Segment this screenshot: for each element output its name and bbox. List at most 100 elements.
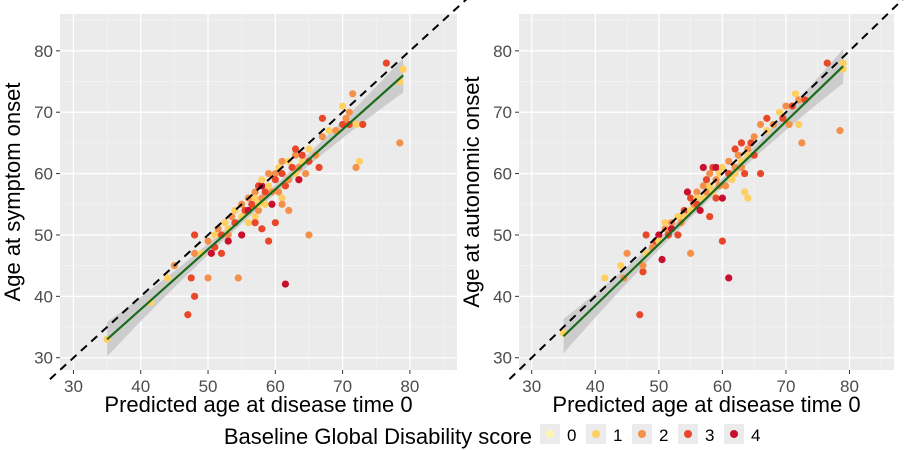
data-point <box>725 274 733 282</box>
data-point <box>207 249 215 257</box>
y-tick-label: 30 <box>493 349 512 368</box>
legend-key-marker <box>546 430 554 438</box>
data-point <box>741 188 749 196</box>
y-tick-label: 50 <box>34 226 53 245</box>
data-point <box>639 262 647 270</box>
data-point <box>352 163 360 172</box>
data-point <box>281 280 290 288</box>
x-tick-label: 70 <box>776 377 795 396</box>
x-tick-label: 50 <box>649 377 668 396</box>
data-point <box>190 231 199 239</box>
data-point <box>699 163 707 172</box>
data-point <box>271 169 279 178</box>
data-point <box>291 145 300 153</box>
data-point <box>190 292 199 300</box>
data-point <box>756 120 765 129</box>
data-point <box>204 274 212 282</box>
data-point <box>258 225 266 233</box>
x-axis-title: Predicted age at disease time 0 <box>104 392 412 417</box>
data-point <box>184 311 192 319</box>
data-point <box>285 206 293 215</box>
x-tick-label: 50 <box>199 377 218 396</box>
data-point <box>295 176 303 184</box>
data-point <box>355 157 364 165</box>
data-point <box>639 268 647 276</box>
data-point <box>399 65 407 73</box>
x-tick-label: 40 <box>586 377 605 396</box>
data-point <box>795 120 803 129</box>
data-point <box>636 311 644 319</box>
x-tick-label: 80 <box>840 377 859 396</box>
data-point <box>791 90 800 98</box>
data-point <box>728 176 736 184</box>
data-point <box>782 102 790 110</box>
data-point <box>696 206 704 215</box>
y-tick-label: 30 <box>34 349 53 368</box>
data-point <box>352 120 360 129</box>
data-point <box>248 200 256 208</box>
y-tick-label: 60 <box>34 165 53 184</box>
data-point <box>785 120 793 129</box>
y-tick-label: 40 <box>34 287 53 306</box>
legend-label: 1 <box>613 426 622 445</box>
y-axis-title: Age at autonomic onset <box>459 76 484 307</box>
data-point <box>349 90 357 98</box>
data-point <box>298 151 306 159</box>
data-point <box>251 219 259 227</box>
data-point <box>718 237 726 245</box>
data-point <box>658 255 666 264</box>
data-point <box>674 231 682 239</box>
data-point <box>734 151 742 159</box>
data-point <box>302 169 310 178</box>
y-tick-label: 80 <box>493 42 512 61</box>
data-point <box>741 169 749 178</box>
data-point <box>305 145 313 153</box>
legend-label: 3 <box>705 426 714 445</box>
data-point <box>836 127 844 135</box>
legend-key-marker <box>638 430 646 438</box>
legend: Baseline Global Disability score 0 1 2 3 4 <box>224 424 760 449</box>
data-point <box>721 182 730 190</box>
data-point <box>617 262 625 270</box>
x-tick-label: 30 <box>522 377 541 396</box>
data-point <box>687 194 695 202</box>
y-tick-label: 40 <box>493 287 512 306</box>
data-point <box>312 151 320 159</box>
data-point <box>731 145 739 153</box>
x-tick-label: 60 <box>266 377 285 396</box>
x-tick-label: 70 <box>333 377 352 396</box>
data-point <box>261 200 269 208</box>
data-point <box>702 176 711 184</box>
data-point <box>190 249 199 257</box>
data-point <box>712 163 720 172</box>
legend-label: 2 <box>659 426 668 445</box>
data-point <box>339 102 347 110</box>
data-point <box>278 169 286 178</box>
data-point <box>623 249 631 257</box>
data-point <box>642 231 650 239</box>
data-point <box>264 169 273 178</box>
data-point <box>271 219 279 227</box>
data-point <box>271 176 279 184</box>
legend-key-marker <box>730 430 738 438</box>
data-point <box>221 219 229 227</box>
data-point <box>706 169 714 178</box>
data-point <box>211 231 219 239</box>
data-point <box>359 120 367 129</box>
x-axis-title: Predicted age at disease time 0 <box>552 392 860 417</box>
data-point <box>251 212 259 221</box>
data-point <box>268 200 276 208</box>
y-tick-label: 70 <box>34 103 53 122</box>
data-point <box>737 139 746 147</box>
data-point <box>725 157 733 165</box>
data-point <box>238 231 246 239</box>
data-point <box>234 274 242 282</box>
data-point <box>305 231 313 239</box>
data-point <box>261 188 269 196</box>
data-point <box>254 206 263 215</box>
legend-key-marker <box>684 430 692 438</box>
data-point <box>164 274 172 282</box>
data-point <box>775 108 784 116</box>
